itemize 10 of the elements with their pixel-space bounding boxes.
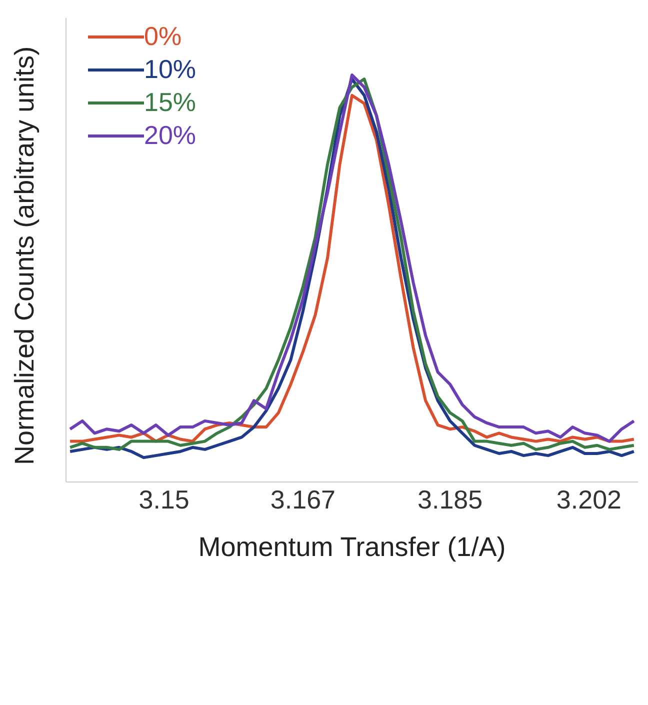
x-tick-label: 3.15 xyxy=(138,484,190,514)
y-axis-title: Normalized Counts (arbitrary units) xyxy=(10,46,40,465)
x-tick-label: 3.202 xyxy=(556,484,622,514)
x-tick-label: 3.167 xyxy=(270,484,336,514)
legend-label: 10% xyxy=(144,54,196,85)
x-axis-title: Momentum Transfer (1/A) xyxy=(198,532,506,562)
legend-label: 15% xyxy=(144,87,196,118)
legend-label: 0% xyxy=(144,21,182,52)
legend-label: 20% xyxy=(144,120,196,151)
x-tick-label: 3.185 xyxy=(418,484,483,514)
